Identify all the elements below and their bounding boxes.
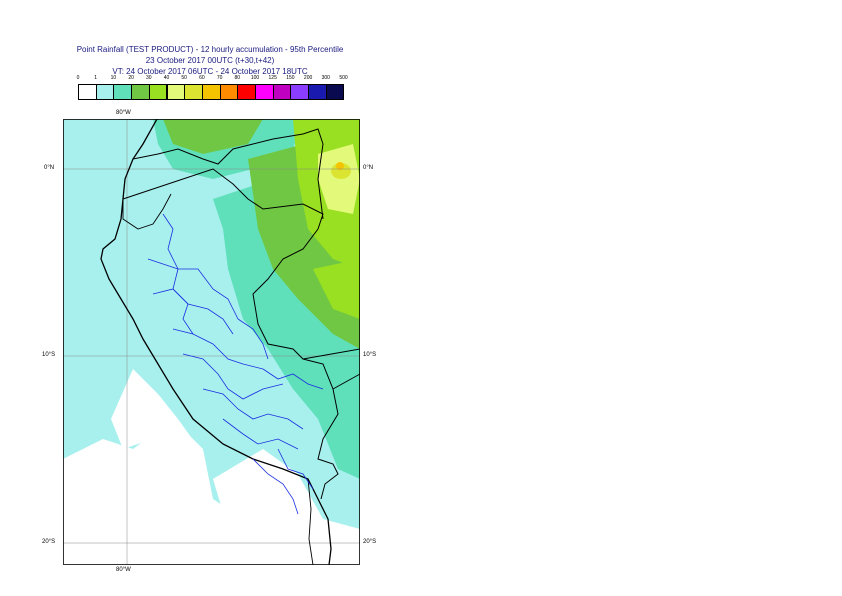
lat-label-left-10: 10°S <box>42 352 56 358</box>
dry-area-coast <box>111 369 203 459</box>
colorbar-swatch <box>166 84 186 100</box>
colorbar-swatch <box>237 84 256 100</box>
colorbar-tick-label: 10 <box>110 75 117 81</box>
colorbar-tick-label: 30 <box>146 75 152 81</box>
colorbar-tick-label: 150 <box>286 75 295 81</box>
colorbar-tick-label: 70 <box>216 75 223 81</box>
colorbar-swatch <box>219 84 239 100</box>
colorbar-tick-label: 300 <box>321 75 330 81</box>
colorbar-tick-label: 500 <box>339 75 348 81</box>
colorbar-tick-label: 80 <box>234 75 241 81</box>
colorbar-swatch <box>325 84 345 100</box>
lon-label-top: 80°W <box>116 110 131 116</box>
colorbar-tick-label: 20 <box>128 75 134 81</box>
title-line-2: 23 October 2017 00UTC (t+30,t+42) <box>145 56 275 65</box>
colorbar-swatch <box>201 84 221 100</box>
lon-label-bottom: 80°W <box>116 567 131 573</box>
colorbar-swatch <box>78 84 97 100</box>
colorbar-tick-label: 40 <box>163 75 170 81</box>
chile-border <box>307 478 314 565</box>
brazil-bolivia-border <box>302 348 360 390</box>
ecuador-colombia-border <box>132 128 324 220</box>
colorbar-tick-label: 50 <box>181 75 187 81</box>
colorbar-swatch <box>148 84 168 100</box>
lat-label-right-0: 0°N <box>363 165 374 171</box>
colorbar-swatch <box>184 84 203 100</box>
rain-40-50mm <box>318 144 360 214</box>
colorbar-tick-label: 60 <box>199 75 205 81</box>
title-line-1: Point Rainfall (TEST PRODUCT) - 12 hourl… <box>76 45 344 54</box>
rain-50-60mm <box>331 163 351 179</box>
colorbar-swatch <box>290 84 310 100</box>
peru-border <box>122 168 339 500</box>
colorbar-swatch <box>131 84 150 100</box>
colorbar-swatch <box>308 84 327 100</box>
colorbar-swatch <box>272 84 292 100</box>
rain-20-30mm-north <box>163 119 263 154</box>
title-line-3: VT: 24 October 2017 06UTC - 24 October 2… <box>112 67 308 76</box>
colorbar-tick-label: 125 <box>268 75 277 81</box>
ecuador-inner-border <box>122 193 172 230</box>
coastline <box>100 119 332 565</box>
colorbar-tick-label: 200 <box>303 75 313 81</box>
colorbar-tick-label: 100 <box>250 75 260 81</box>
lat-label-right-20: 20°S <box>363 539 377 545</box>
rain-30-40mm-east <box>313 259 360 319</box>
colorbar-swatch <box>113 84 133 100</box>
department-boundaries <box>147 213 324 515</box>
map-frame <box>63 119 360 565</box>
lat-label-left-20: 20°S <box>42 539 56 545</box>
lat-label-right-10: 10°S <box>363 352 377 358</box>
lat-label-left-0: 0°N <box>44 165 55 171</box>
colorbar-swatch <box>95 84 115 100</box>
rainfall-map <box>63 119 360 565</box>
rain-60-70mm <box>336 162 344 170</box>
colorbar-tick-label: 1 <box>94 75 98 81</box>
colorbar-tick-label: 0 <box>76 75 80 81</box>
graticule <box>63 119 360 565</box>
dry-area-south <box>213 449 360 565</box>
colorbar-swatch <box>255 84 274 100</box>
